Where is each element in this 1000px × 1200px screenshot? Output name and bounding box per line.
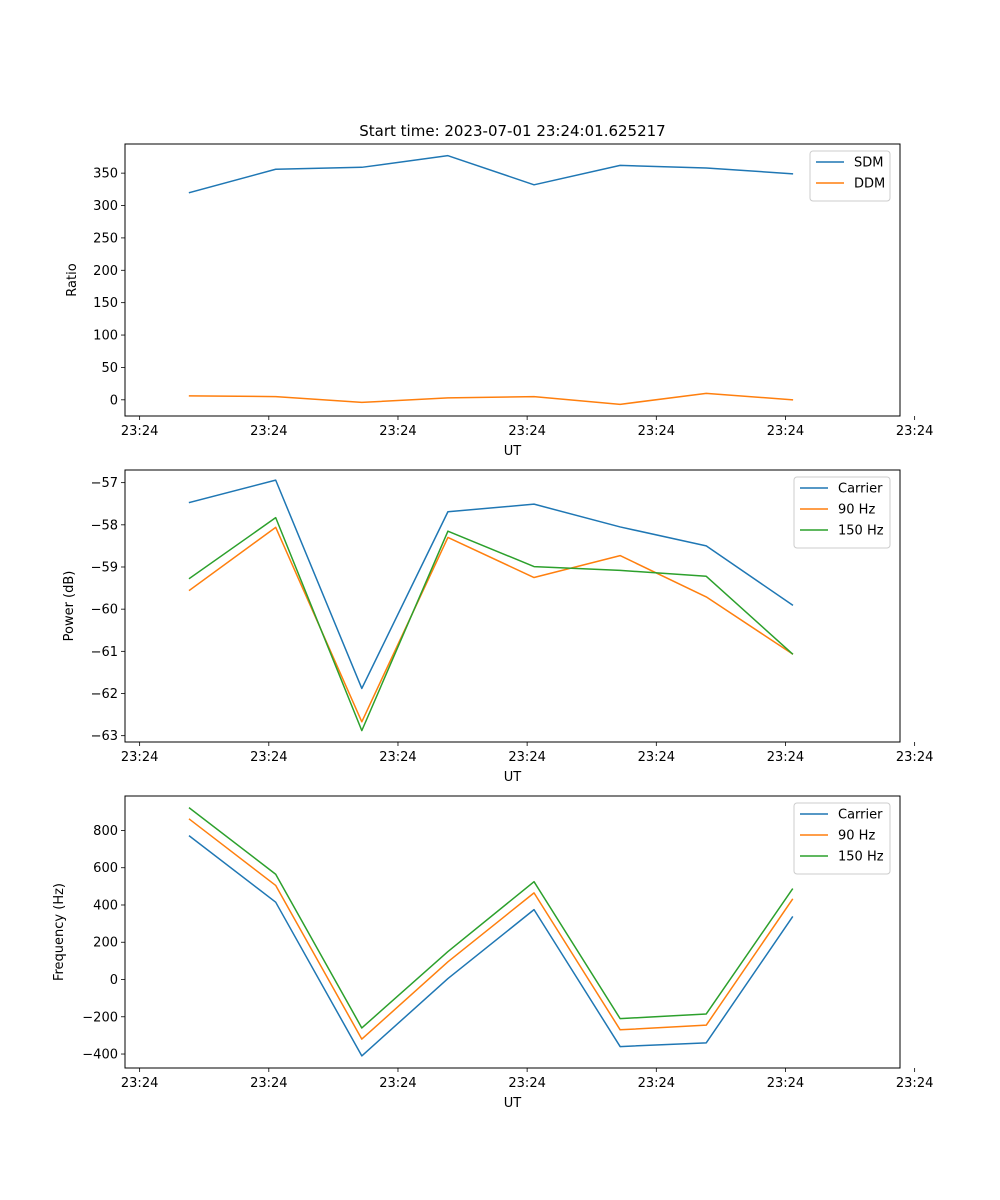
subplot-1: Start time: 2023-07-01 23:24:01.625217 23…	[65, 122, 933, 459]
x-tick-label: 23:24	[638, 1076, 675, 1091]
y-tick-label: 600	[93, 861, 118, 876]
y-tick-label: 150	[93, 296, 118, 311]
y-tick-label: 400	[93, 898, 118, 913]
axes-frame	[124, 143, 901, 417]
x-tick-label: 23:24	[121, 750, 158, 765]
y-axis-label: Power (dB)	[62, 571, 77, 642]
x-tick-label: 23:24	[508, 424, 545, 439]
legend-box	[809, 150, 891, 202]
x-tick-label: 23:24	[379, 1076, 416, 1091]
y-tick-label: −58	[91, 518, 118, 533]
legend-label: DDM	[854, 177, 885, 192]
x-tick-label: 23:24	[896, 424, 933, 439]
x-tick-label: 23:24	[896, 1076, 933, 1091]
axes-frame	[124, 795, 901, 1069]
legend-label: Carrier	[838, 808, 883, 823]
x-axis-label: UT	[504, 444, 522, 459]
x-tick-label: 23:24	[250, 1076, 287, 1091]
series-line-150-hz	[188, 807, 794, 1029]
y-tick-label: −200	[82, 1010, 118, 1025]
y-axis-label: Frequency (Hz)	[52, 883, 67, 981]
series-line-150-hz	[188, 516, 794, 732]
x-tick-label: 23:24	[508, 1076, 545, 1091]
x-tick-label: 23:24	[379, 424, 416, 439]
y-tick-label: 300	[93, 199, 118, 214]
y-tick-label: −63	[91, 729, 118, 744]
y-tick-label: −59	[91, 560, 118, 575]
y-tick-label: −62	[91, 687, 118, 702]
series-line-ddm	[188, 392, 794, 406]
subplot-3: 23:24 23:24 23:24 23:24 23:24 23:24 23:24−400−…	[52, 795, 933, 1111]
y-tick-label: −60	[91, 603, 118, 618]
y-tick-label: 100	[93, 329, 118, 344]
legend-label: SDM	[854, 156, 883, 171]
chart-title: Start time: 2023-07-01 23:24:01.625217	[359, 122, 665, 140]
x-tick-label: 23:24	[638, 424, 675, 439]
y-tick-label: 800	[93, 824, 118, 839]
series-line-carrier	[188, 834, 794, 1057]
legend: Carrier 90 Hz 150 Hz	[793, 802, 891, 875]
x-axis-label: UT	[504, 1096, 522, 1111]
x-tick-label: 23:24	[250, 424, 287, 439]
x-tick-label: 23:24	[121, 1076, 158, 1091]
x-tick-label: 23:24	[767, 424, 804, 439]
y-tick-label: −400	[82, 1048, 118, 1063]
series-line-carrier	[188, 479, 794, 690]
y-tick-label: 350	[93, 167, 118, 182]
series-line-90-hz	[188, 818, 794, 1040]
legend-label: 150 Hz	[838, 850, 884, 865]
x-tick-label: 23:24	[638, 750, 675, 765]
legend: Carrier 90 Hz 150 Hz	[793, 476, 891, 549]
x-axis-label: UT	[504, 770, 522, 785]
x-tick-label: 23:24	[379, 750, 416, 765]
axes-frame	[124, 469, 901, 743]
y-tick-label: 200	[93, 936, 118, 951]
legend-label: 150 Hz	[838, 524, 884, 539]
x-tick-label: 23:24	[767, 1076, 804, 1091]
y-tick-label: 0	[110, 393, 118, 408]
y-tick-label: 250	[93, 231, 118, 246]
y-tick-label: 0	[110, 973, 118, 988]
subplot-2: 23:24 23:24 23:24 23:24 23:24 23:24 23:24−63−6…	[62, 469, 933, 785]
y-tick-label: 200	[93, 264, 118, 279]
x-tick-label: 23:24	[508, 750, 545, 765]
x-tick-label: 23:24	[896, 750, 933, 765]
legend-label: 90 Hz	[838, 503, 875, 518]
y-tick-label: −61	[91, 645, 118, 660]
legend-label: Carrier	[838, 482, 883, 497]
legend-label: 90 Hz	[838, 829, 875, 844]
y-tick-label: 50	[101, 361, 118, 376]
legend: SDM DDM	[809, 150, 891, 202]
x-tick-label: 23:24	[767, 750, 804, 765]
x-tick-label: 23:24	[121, 424, 158, 439]
x-tick-label: 23:24	[250, 750, 287, 765]
series-line-sdm	[188, 154, 794, 194]
y-tick-label: −57	[91, 476, 118, 491]
series-line-90-hz	[188, 526, 794, 723]
y-axis-label: Ratio	[65, 263, 80, 296]
